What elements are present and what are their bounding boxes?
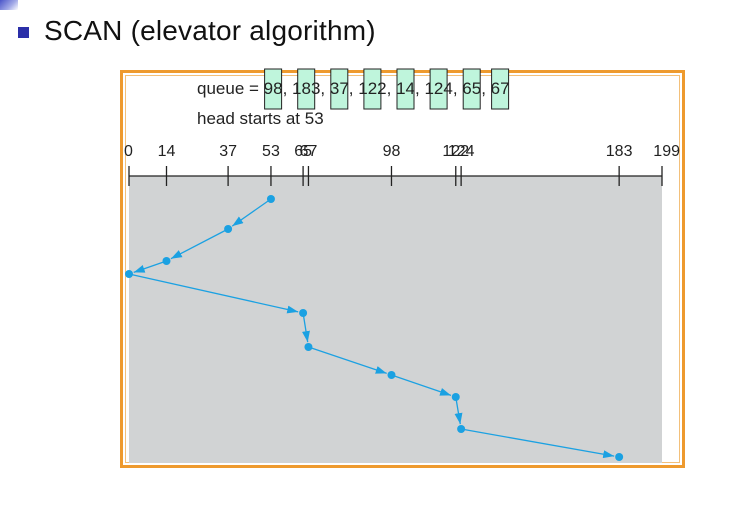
slide-title-text: SCAN (elevator algorithm) (44, 15, 376, 46)
queue-item: 124 (424, 79, 452, 98)
path-point-124 (457, 425, 466, 433)
axis-tick-label-53: 53 (262, 143, 280, 160)
queue-separator: , (349, 79, 358, 98)
queue-separator: , (387, 79, 396, 98)
queue-highlight-group (264, 68, 510, 110)
path-point-65 (299, 309, 308, 317)
queue-separator: , (320, 79, 329, 98)
path-segment (461, 428, 615, 459)
plot-area (129, 176, 662, 463)
axis-tick-label-183: 183 (606, 143, 633, 160)
head-start-label: head starts at (197, 109, 305, 128)
queue-item-highlight (330, 68, 349, 110)
queue-item-highlight (297, 68, 316, 110)
path-point-98 (387, 371, 396, 379)
queue-separator: , (453, 79, 462, 98)
path-segment (128, 273, 299, 314)
head-movement-path (125, 195, 624, 461)
path-point-0 (125, 270, 133, 278)
queue-item: 14 (396, 79, 415, 98)
path-point-183 (615, 453, 624, 461)
slide-corner-accent (0, 0, 18, 10)
queue-item: 98 (264, 79, 283, 98)
axis-tick-label-37: 37 (219, 143, 237, 160)
head-start-value: 53 (305, 109, 324, 128)
queue-item: 122 (358, 79, 386, 98)
path-point-14 (162, 257, 171, 265)
queue-item-highlight (429, 68, 448, 110)
axis-tick-label-65: 65 (294, 143, 312, 160)
slide-title: SCAN (elevator algorithm) (18, 10, 376, 52)
queue-item-highlight (264, 68, 283, 110)
path-point-122 (451, 393, 460, 401)
path-segment (391, 374, 452, 397)
path-segment (170, 228, 229, 260)
axis-tick-label-0: 0 (124, 143, 133, 160)
path-segment (302, 312, 310, 343)
axis-tick-label-124: 124 (448, 143, 475, 160)
queue-item: 37 (330, 79, 349, 98)
queue-separator: , (415, 79, 424, 98)
path-point-67 (304, 343, 313, 351)
path-segment (308, 346, 387, 375)
queue-item: 183 (292, 79, 320, 98)
path-point-53 (266, 195, 275, 203)
queue-separator: , (481, 79, 490, 98)
bullet-icon (18, 26, 29, 38)
queue-item: 67 (491, 79, 510, 98)
axis-tick-label-14: 14 (158, 143, 176, 160)
path-point-37 (224, 225, 233, 233)
axis-tick-label-199: 199 (653, 143, 680, 160)
queue-item: 65 (462, 79, 481, 98)
path-segment (231, 198, 272, 227)
axis-tick-label-122: 122 (442, 143, 469, 160)
queue-item-highlight (462, 68, 481, 110)
axis-tick-label-98: 98 (383, 143, 401, 160)
queue-separator: , (283, 79, 292, 98)
path-segment (133, 260, 167, 274)
path-segment (454, 396, 463, 425)
queue-item-highlight (491, 68, 510, 110)
queue-line: queue = 98, 183, 37, 122, 14, 124, 65, 6… (197, 79, 510, 98)
queue-item-highlight (363, 68, 382, 110)
head-start-line: head starts at 53 (197, 109, 324, 128)
queue-item-highlight (396, 68, 415, 110)
queue-label: queue = (197, 79, 264, 98)
axis-tick-label-67: 67 (300, 143, 318, 160)
